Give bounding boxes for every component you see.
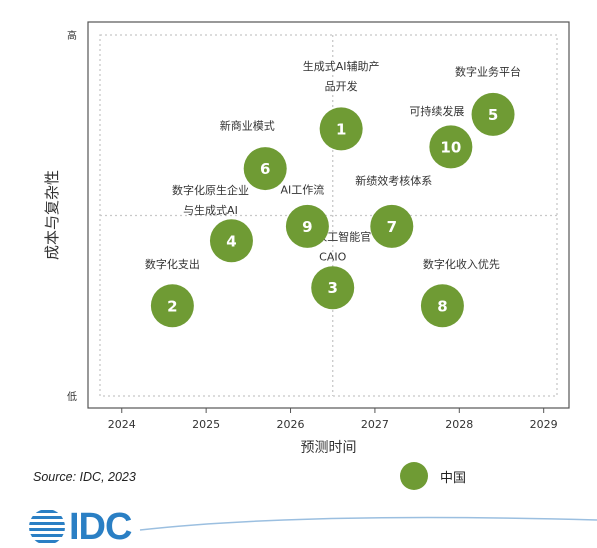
point-label: 品开发 xyxy=(325,79,358,93)
point-bubble-5 xyxy=(471,92,515,136)
point-label: 数字化支出 xyxy=(145,257,200,271)
point-label: 生成式AI辅助产 xyxy=(303,59,380,73)
point-bubble-7 xyxy=(370,204,414,248)
point-number: 10 xyxy=(440,138,461,156)
point-label: 数字业务平台 xyxy=(455,64,521,78)
point-number: 2 xyxy=(167,297,177,315)
point-bubble-9 xyxy=(285,204,329,248)
point-number: 1 xyxy=(336,120,346,138)
point-label: CAIO xyxy=(319,251,346,264)
x-tick-label: 2027 xyxy=(361,418,389,431)
idc-logo: IDC xyxy=(28,506,132,548)
logo-text: IDC xyxy=(69,506,132,548)
point-bubble-3 xyxy=(311,266,355,310)
plot-frame xyxy=(87,21,570,409)
point-label: 新商业模式 xyxy=(220,119,275,133)
points: 1 2 3 4 5 6 7 8 9 10 xyxy=(150,92,515,328)
point-bubble-2 xyxy=(150,284,194,328)
x-axis-label: 预测时间 xyxy=(301,440,357,456)
point-label: AI工作流 xyxy=(281,182,325,196)
y-tick-label: 低 xyxy=(67,390,77,403)
point-bubble-1 xyxy=(319,107,363,151)
globe-icon xyxy=(29,510,65,543)
point-bubble-4 xyxy=(209,219,253,263)
x-tick-label: 2029 xyxy=(530,418,558,431)
x-tick-label: 2025 xyxy=(192,418,220,431)
point-number: 3 xyxy=(328,279,338,297)
legend: 中国 xyxy=(400,462,466,490)
point-number: 6 xyxy=(260,160,270,178)
y-tick-label: 高 xyxy=(67,29,77,42)
point-number: 4 xyxy=(226,232,236,250)
point-label: 可持续发展 xyxy=(409,104,464,118)
x-axis: 2024 2025 2026 2027 2028 2029 预测时间 xyxy=(108,408,558,456)
x-tick-label: 2024 xyxy=(108,418,136,431)
point-label: 数字化原生企业 xyxy=(172,183,249,197)
point-bubble-10 xyxy=(429,125,473,169)
x-tick-label: 2026 xyxy=(277,418,305,431)
grid xyxy=(99,34,558,397)
point-number: 5 xyxy=(488,106,498,124)
point-number: 8 xyxy=(437,297,447,315)
x-tick-label: 2028 xyxy=(445,418,473,431)
legend-label: 中国 xyxy=(440,470,467,486)
point-bubble-6 xyxy=(243,147,287,191)
point-label: 数字化收入优先 xyxy=(423,257,500,271)
point-label: 与生成式AI xyxy=(183,203,238,217)
y-axis-label: 成本与复杂性 xyxy=(43,170,61,260)
point-bubble-8 xyxy=(420,284,464,328)
legend-marker xyxy=(400,462,428,490)
point-label: 新绩效考核体系 xyxy=(355,173,432,187)
annotations: 生成式AI辅助产品开发数字化支出首席人工智能官CAIO数字化原生企业与生成式AI… xyxy=(145,59,521,271)
point-number: 9 xyxy=(302,218,312,236)
source-note: Source: IDC, 2023 xyxy=(33,470,136,484)
point-number: 7 xyxy=(387,218,397,236)
